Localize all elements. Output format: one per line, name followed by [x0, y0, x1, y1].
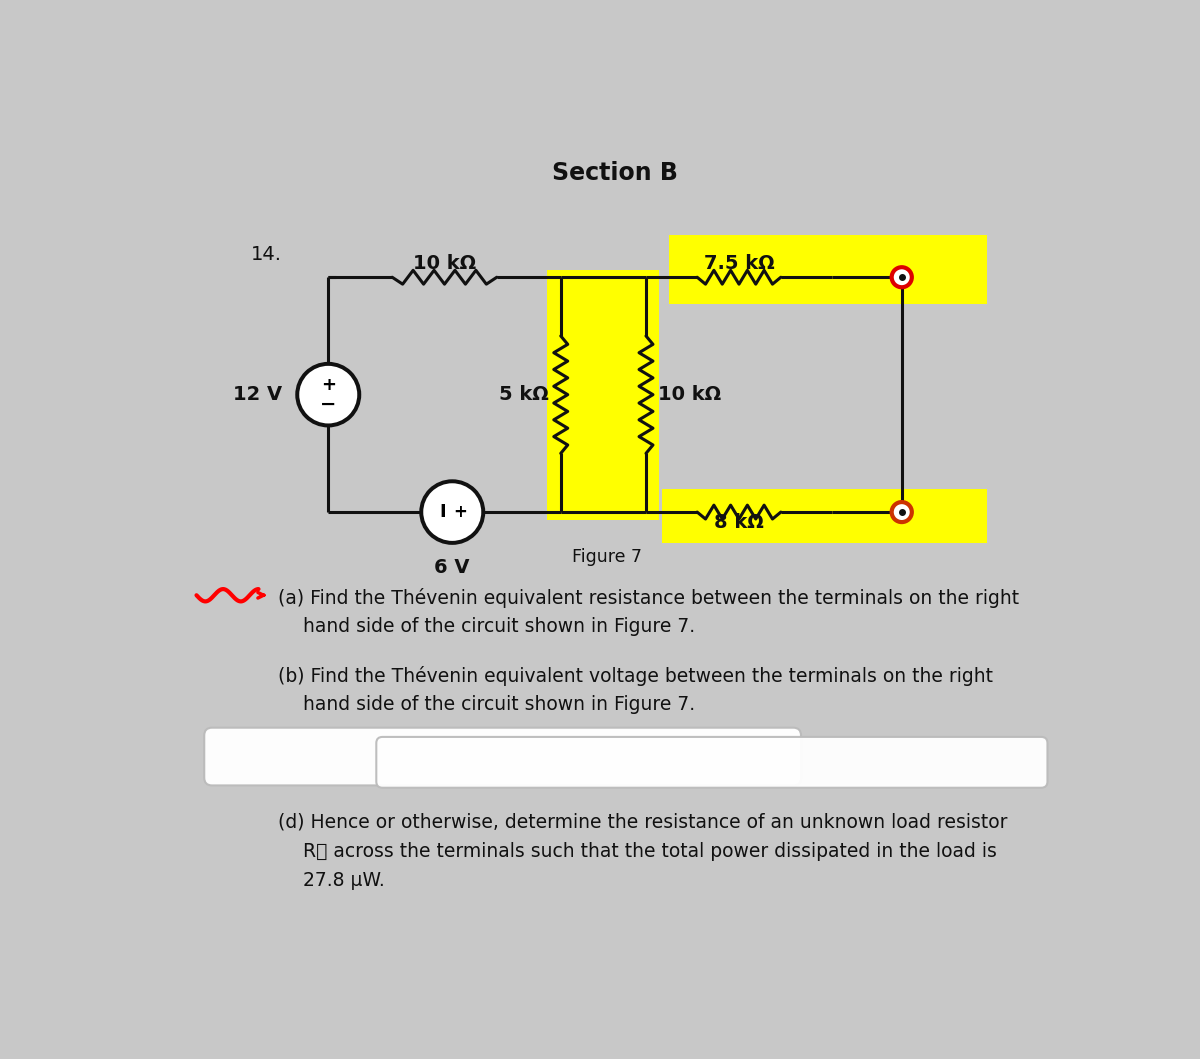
Text: +: + [454, 503, 467, 521]
Text: 10 kΩ: 10 kΩ [659, 385, 721, 405]
Text: 6 V: 6 V [434, 558, 470, 577]
Circle shape [298, 364, 359, 426]
Text: R႙ across the terminals such that the total power dissipated in the load is: R႙ across the terminals such that the to… [304, 842, 997, 861]
Text: hand side of the circuit shown in Figure 7.: hand side of the circuit shown in Figure… [304, 696, 696, 715]
Text: Figure 7: Figure 7 [572, 548, 642, 566]
Text: 27.8 μW.: 27.8 μW. [304, 870, 385, 890]
Text: Section B: Section B [552, 161, 678, 185]
Bar [661, 489, 986, 543]
Circle shape [892, 502, 912, 522]
Text: (b) Find the Thévenin equivalent voltage between the terminals on the right: (b) Find the Thévenin equivalent voltage… [278, 666, 992, 686]
Text: −: − [320, 394, 336, 413]
Text: 14.: 14. [251, 245, 282, 264]
Text: 7.5 kΩ: 7.5 kΩ [703, 254, 774, 273]
Bar [670, 235, 986, 304]
Text: hand side of the circuit shown in Figure 7.: hand side of the circuit shown in Figure… [304, 616, 696, 635]
Text: (a) Find the Thévenin equivalent resistance between the terminals on the right: (a) Find the Thévenin equivalent resista… [278, 588, 1019, 608]
Text: 10 kΩ: 10 kΩ [413, 254, 476, 273]
Text: I: I [439, 503, 446, 521]
Text: +: + [320, 376, 336, 394]
Text: 5 kΩ: 5 kΩ [499, 385, 548, 405]
Text: (d) Hence or otherwise, determine the resistance of an unknown load resistor: (d) Hence or otherwise, determine the re… [278, 812, 1007, 831]
Bar [547, 270, 659, 520]
Circle shape [421, 481, 484, 543]
FancyBboxPatch shape [377, 737, 1048, 788]
Circle shape [892, 267, 912, 287]
Text: 12 V: 12 V [233, 385, 282, 405]
FancyBboxPatch shape [204, 728, 802, 786]
Text: 8 kΩ: 8 kΩ [714, 514, 764, 533]
